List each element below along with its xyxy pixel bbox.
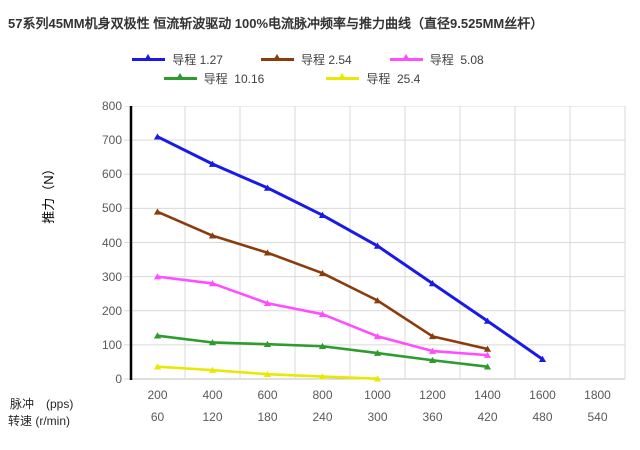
series-marker-4 xyxy=(373,375,382,382)
x-tick-label: 240 xyxy=(312,410,333,424)
x-tick-label: 1400 xyxy=(474,388,501,402)
chart-title: 57系列45MM机身双极性 恒流斩波驱动 100%电流脉冲频率与推力曲线（直径9… xyxy=(8,16,544,31)
x-tick-label: 180 xyxy=(257,410,278,424)
series-marker-2 xyxy=(318,310,327,317)
legend-label: 导程 2.54 xyxy=(300,53,352,67)
x-tick-label: 400 xyxy=(202,388,223,402)
series-marker-2 xyxy=(263,299,272,307)
legend-item-1: 导程 2.54 xyxy=(260,51,352,68)
legend-triangle-icon xyxy=(402,54,409,60)
y-tick-label: 200 xyxy=(101,303,122,318)
x-tick-label: 800 xyxy=(312,388,333,402)
series-marker-3 xyxy=(318,342,327,350)
legend-line-marker-icon xyxy=(389,54,423,61)
y-tick-label: 800 xyxy=(101,99,122,113)
legend-row: 导程 10.16 导程 25.4 xyxy=(0,69,612,88)
y-tick-label: 400 xyxy=(101,235,122,250)
series-marker-1 xyxy=(373,297,382,304)
series-marker-2 xyxy=(483,351,492,358)
series-marker-0 xyxy=(208,160,217,167)
x-axis-row2-label: 转速 (r/min) xyxy=(8,414,70,428)
y-tick-label: 100 xyxy=(101,337,122,352)
legend-triangle-icon xyxy=(145,54,152,60)
legend-label: 导程 5.08 xyxy=(429,53,484,67)
series-marker-0 xyxy=(428,280,437,287)
series-line-1 xyxy=(156,210,489,351)
x-tick-label: 60 xyxy=(150,410,165,424)
series-marker-2 xyxy=(153,273,162,280)
legend-item-0: 导程 1.27 xyxy=(132,51,223,68)
series-marker-1 xyxy=(263,249,272,256)
legend-label: 导程 10.16 xyxy=(203,72,265,86)
series-marker-2 xyxy=(208,280,217,287)
legend-item-4: 导程 25.4 xyxy=(326,70,420,87)
y-tick-label: 700 xyxy=(101,133,122,148)
series-marker-0 xyxy=(373,242,382,249)
y-tick-label: 500 xyxy=(101,201,122,216)
legend-line-marker-icon xyxy=(163,73,197,80)
legend-line-marker-icon xyxy=(132,54,166,61)
y-tick-label: 600 xyxy=(101,167,122,182)
x-tick-label: 360 xyxy=(422,410,443,424)
y-tick-label: 0 xyxy=(115,372,122,386)
series-marker-1 xyxy=(153,208,162,215)
series-marker-0 xyxy=(153,133,162,140)
series-marker-4 xyxy=(263,370,272,378)
series-marker-3 xyxy=(428,356,437,364)
x-tick-label: 1200 xyxy=(419,388,446,402)
x-axis-row1-label: 脉冲 (pps) xyxy=(10,397,74,411)
legend-row: 导程 1.27 导程 2.54 导程 5.08 xyxy=(0,50,628,69)
x-tick-label: 300 xyxy=(367,410,388,424)
legend: 导程 1.27 导程 2.54 导程 5.08 导程 10.16 导程 25.4 xyxy=(0,50,640,94)
legend-label: 导程 25.4 xyxy=(366,72,421,86)
series-marker-4 xyxy=(318,373,327,380)
series-marker-1 xyxy=(428,332,437,340)
legend-line-marker-icon xyxy=(260,54,294,61)
series-marker-1 xyxy=(208,232,217,239)
x-tick-label: 600 xyxy=(257,388,278,402)
series-marker-3 xyxy=(263,340,272,347)
series-marker-2 xyxy=(373,332,382,340)
series-marker-1 xyxy=(318,269,327,277)
plot-area xyxy=(124,106,626,382)
legend-triangle-icon xyxy=(339,73,346,79)
x-tick-label: 1600 xyxy=(529,388,556,402)
legend-item-2: 导程 5.08 xyxy=(389,51,484,68)
x-tick-label: 120 xyxy=(202,410,223,424)
series-marker-3 xyxy=(208,339,217,346)
series-marker-3 xyxy=(483,363,492,370)
series-marker-3 xyxy=(373,349,382,356)
legend-item-3: 导程 10.16 xyxy=(163,70,265,87)
series-marker-4 xyxy=(153,363,162,370)
series-marker-0 xyxy=(263,184,272,191)
series-marker-4 xyxy=(208,366,217,373)
x-tick-label: 420 xyxy=(477,410,498,424)
x-tick-label: 540 xyxy=(587,410,608,424)
series-marker-1 xyxy=(483,345,492,352)
x-tick-label: 200 xyxy=(147,388,168,402)
legend-triangle-icon xyxy=(273,54,280,60)
x-tick-label: 480 xyxy=(532,410,553,424)
series-marker-0 xyxy=(318,211,327,218)
legend-label: 导程 1.27 xyxy=(172,53,223,67)
series-marker-0 xyxy=(538,355,547,363)
y-axis-label: 推力（N） xyxy=(41,162,56,224)
series-marker-3 xyxy=(153,332,162,339)
x-tick-label: 1800 xyxy=(584,388,611,402)
legend-line-marker-icon xyxy=(326,73,360,80)
series-line-0 xyxy=(156,135,544,361)
y-tick-label: 300 xyxy=(101,269,122,284)
x-tick-label: 1000 xyxy=(364,388,391,402)
legend-triangle-icon xyxy=(176,73,183,79)
series-marker-0 xyxy=(483,317,492,324)
series-marker-2 xyxy=(428,347,437,354)
